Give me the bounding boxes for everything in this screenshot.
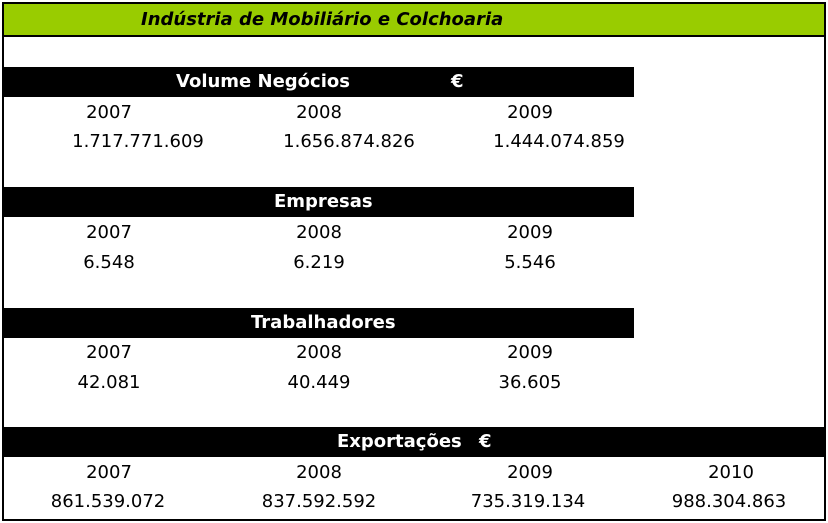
section-label: Exportações (337, 431, 462, 452)
year-cell: 2008 (296, 102, 342, 123)
value-cell: 1.656.874.826 (283, 131, 415, 152)
year-cell: 2007 (86, 342, 132, 363)
year-cell: 2009 (507, 462, 553, 483)
section-header-exportacoes: Exportações € (4, 427, 824, 457)
value-cell: 5.546 (504, 252, 556, 273)
value-cell: 837.592.592 (261, 491, 377, 512)
section-header-empresas: Empresas (4, 187, 634, 217)
value-cell: 40.449 (287, 372, 351, 393)
section-header-volume-negocios: Volume Negócios € (4, 67, 634, 97)
year-cell: 2009 (507, 222, 553, 243)
year-cell: 2008 (296, 222, 342, 243)
year-cell: 2009 (507, 102, 553, 123)
value-cell: 1.444.074.859 (493, 131, 625, 152)
section-header-trabalhadores: Trabalhadores (4, 308, 634, 338)
section-label: Volume Negócios (176, 71, 350, 92)
year-cell: 2008 (296, 342, 342, 363)
currency-symbol: € (479, 431, 492, 452)
year-cell: 2007 (86, 462, 132, 483)
section-label: Empresas (274, 191, 373, 212)
value-cell: 1.717.771.609 (72, 131, 204, 152)
page-title: Indústria de Mobiliário e Colchoaria (141, 9, 504, 30)
year-cell: 2007 (86, 222, 132, 243)
value-cell: 6.548 (83, 252, 135, 273)
year-cell: 2010 (708, 462, 754, 483)
year-cell: 2007 (86, 102, 132, 123)
value-cell: 861.539.072 (50, 491, 166, 512)
currency-symbol: € (451, 71, 464, 92)
year-cell: 2009 (507, 342, 553, 363)
value-cell: 6.219 (293, 252, 345, 273)
title-bar: Indústria de Mobiliário e Colchoaria (4, 4, 824, 37)
value-cell: 988.304.863 (671, 491, 787, 512)
value-cell: 36.605 (498, 372, 562, 393)
value-cell: 42.081 (77, 372, 141, 393)
value-cell: 735.319.134 (470, 491, 586, 512)
section-label: Trabalhadores (251, 312, 396, 333)
year-cell: 2008 (296, 462, 342, 483)
